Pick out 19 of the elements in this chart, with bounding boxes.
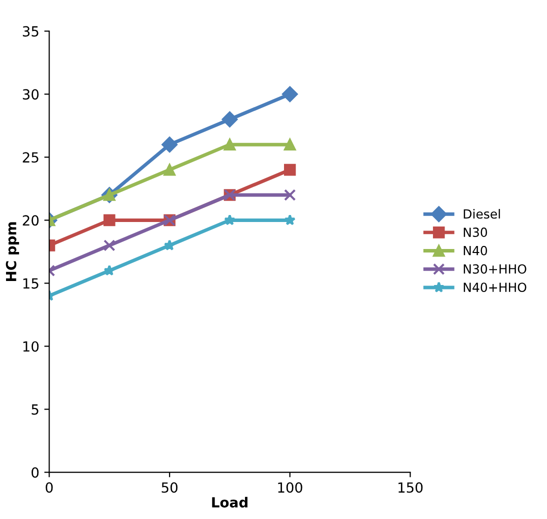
x-tick-label: 0 [46, 482, 53, 493]
y-axis-title: HC ppm [6, 222, 20, 281]
legend-label: Diesel [464, 208, 500, 219]
x-axis-title: Load [212, 496, 248, 508]
legend-label: N30 [464, 228, 488, 237]
y-tick-label: 25 [22, 152, 38, 163]
y-tick-label: 35 [22, 26, 38, 37]
y-tick-label: 20 [22, 215, 39, 226]
y-tick-label: 30 [22, 89, 39, 100]
legend-label: N40 [464, 246, 488, 256]
y-tick-label: 5 [32, 404, 38, 415]
legend-label: N40+HHO [464, 282, 526, 292]
y-tick-label: 10 [23, 341, 39, 352]
y-tick-label: 15 [23, 278, 38, 289]
x-tick-label: 100 [278, 482, 302, 493]
x-tick-label: 50 [162, 482, 178, 493]
y-tick-label: 0 [32, 467, 39, 478]
legend-label: N30+HHO [464, 264, 526, 274]
x-tick-label: 150 [398, 482, 423, 493]
